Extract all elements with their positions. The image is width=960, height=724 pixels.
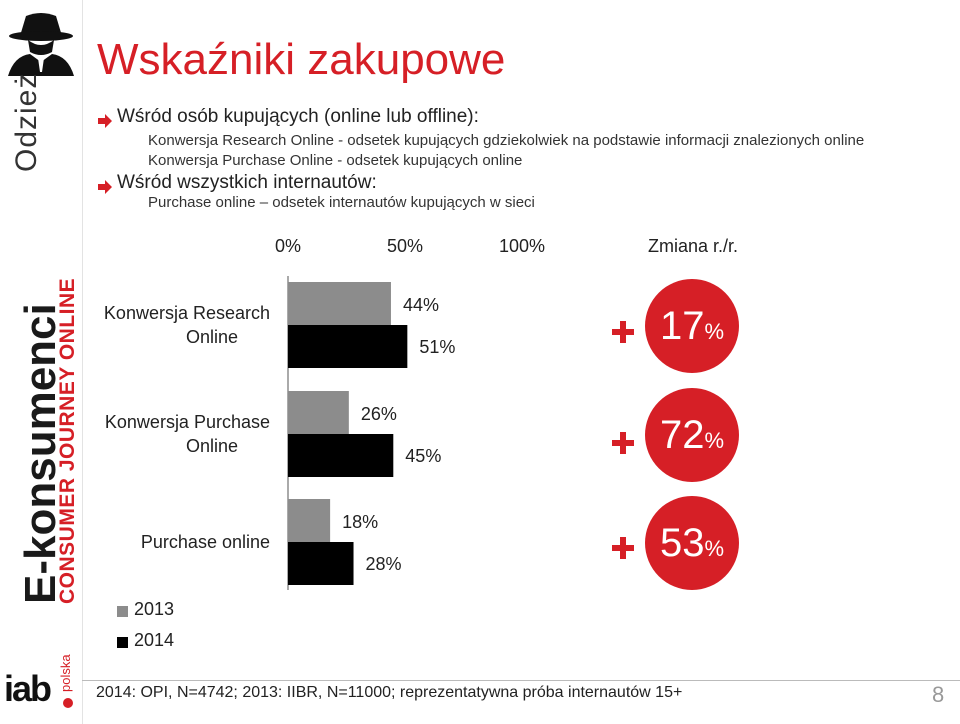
legend-swatch-2013 bbox=[117, 606, 128, 617]
plus-icon bbox=[612, 432, 634, 454]
data-label: 18% bbox=[342, 512, 378, 532]
data-label: 26% bbox=[361, 404, 397, 424]
arrow-bullet-icon bbox=[98, 114, 112, 128]
category-label: Odzież bbox=[10, 72, 43, 172]
page-number: 8 bbox=[932, 682, 945, 707]
bar-2014 bbox=[288, 434, 394, 477]
data-label: 44% bbox=[403, 295, 439, 315]
change-badge: 17% bbox=[645, 279, 739, 373]
change-badge: 72% bbox=[645, 388, 739, 482]
bullet-subtext: Konwersja Purchase Online - odsetek kupu… bbox=[148, 152, 523, 169]
legend-label-2014: 2014 bbox=[134, 630, 175, 650]
bullet-text: Wśród wszystkich internautów: bbox=[117, 172, 377, 193]
category-label: Purchase online bbox=[141, 532, 270, 552]
sidebar: Odzież E-konsumenci CONSUMER JOURNEY ONL… bbox=[0, 0, 83, 724]
bar-chart: 0% 50% 100% Konwersja Research Online Konwers… bbox=[104, 236, 545, 590]
brand-subtitle: CONSUMER JOURNEY ONLINE bbox=[56, 277, 79, 604]
plus-icon bbox=[612, 321, 634, 343]
change-unit: % bbox=[704, 428, 725, 453]
data-label: 45% bbox=[405, 446, 441, 466]
x-tick-label: 50% bbox=[387, 236, 423, 256]
change-badge: 53% bbox=[645, 496, 739, 590]
footer-source: 2014: OPI, N=4742; 2013: IIBR, N=11000; … bbox=[96, 684, 683, 701]
data-label: 51% bbox=[419, 337, 455, 357]
change-value: 72 bbox=[659, 413, 705, 457]
iab-logo-dot bbox=[63, 698, 73, 708]
bar-2013 bbox=[288, 282, 391, 325]
spy-icon bbox=[8, 13, 74, 76]
legend-swatch-2014 bbox=[117, 637, 128, 648]
category-label: Konwersja Purchase Online bbox=[105, 412, 270, 456]
data-label: 28% bbox=[366, 554, 402, 574]
change-unit: % bbox=[704, 536, 725, 561]
change-value: 53 bbox=[659, 521, 705, 565]
page-title: Wskaźniki zakupowe bbox=[97, 35, 506, 84]
plus-icon bbox=[612, 537, 634, 559]
bar-2013 bbox=[288, 499, 331, 542]
x-tick-label: 0% bbox=[275, 236, 301, 256]
arrow-bullet-icon bbox=[98, 180, 112, 194]
change-header: Zmiana r./r. bbox=[648, 236, 739, 256]
bar-2014 bbox=[288, 542, 354, 585]
category-label: Konwersja Research Online bbox=[104, 303, 270, 347]
change-unit: % bbox=[704, 319, 725, 344]
bar-2013 bbox=[288, 391, 349, 434]
change-value: 17 bbox=[659, 304, 705, 348]
bullet-text: Wśród osób kupujących (online lub offlin… bbox=[117, 106, 479, 127]
footer-divider bbox=[82, 680, 960, 681]
legend-label-2013: 2013 bbox=[134, 599, 175, 619]
iab-logo-country: polska bbox=[58, 654, 73, 692]
bullet-subtext: Purchase online – odsetek internautów ku… bbox=[148, 194, 535, 211]
bullet-subtext: Konwersja Research Online - odsetek kupu… bbox=[148, 132, 865, 149]
bar-2014 bbox=[288, 325, 408, 368]
iab-logo: iab bbox=[4, 668, 52, 709]
x-tick-label: 100% bbox=[499, 236, 545, 256]
